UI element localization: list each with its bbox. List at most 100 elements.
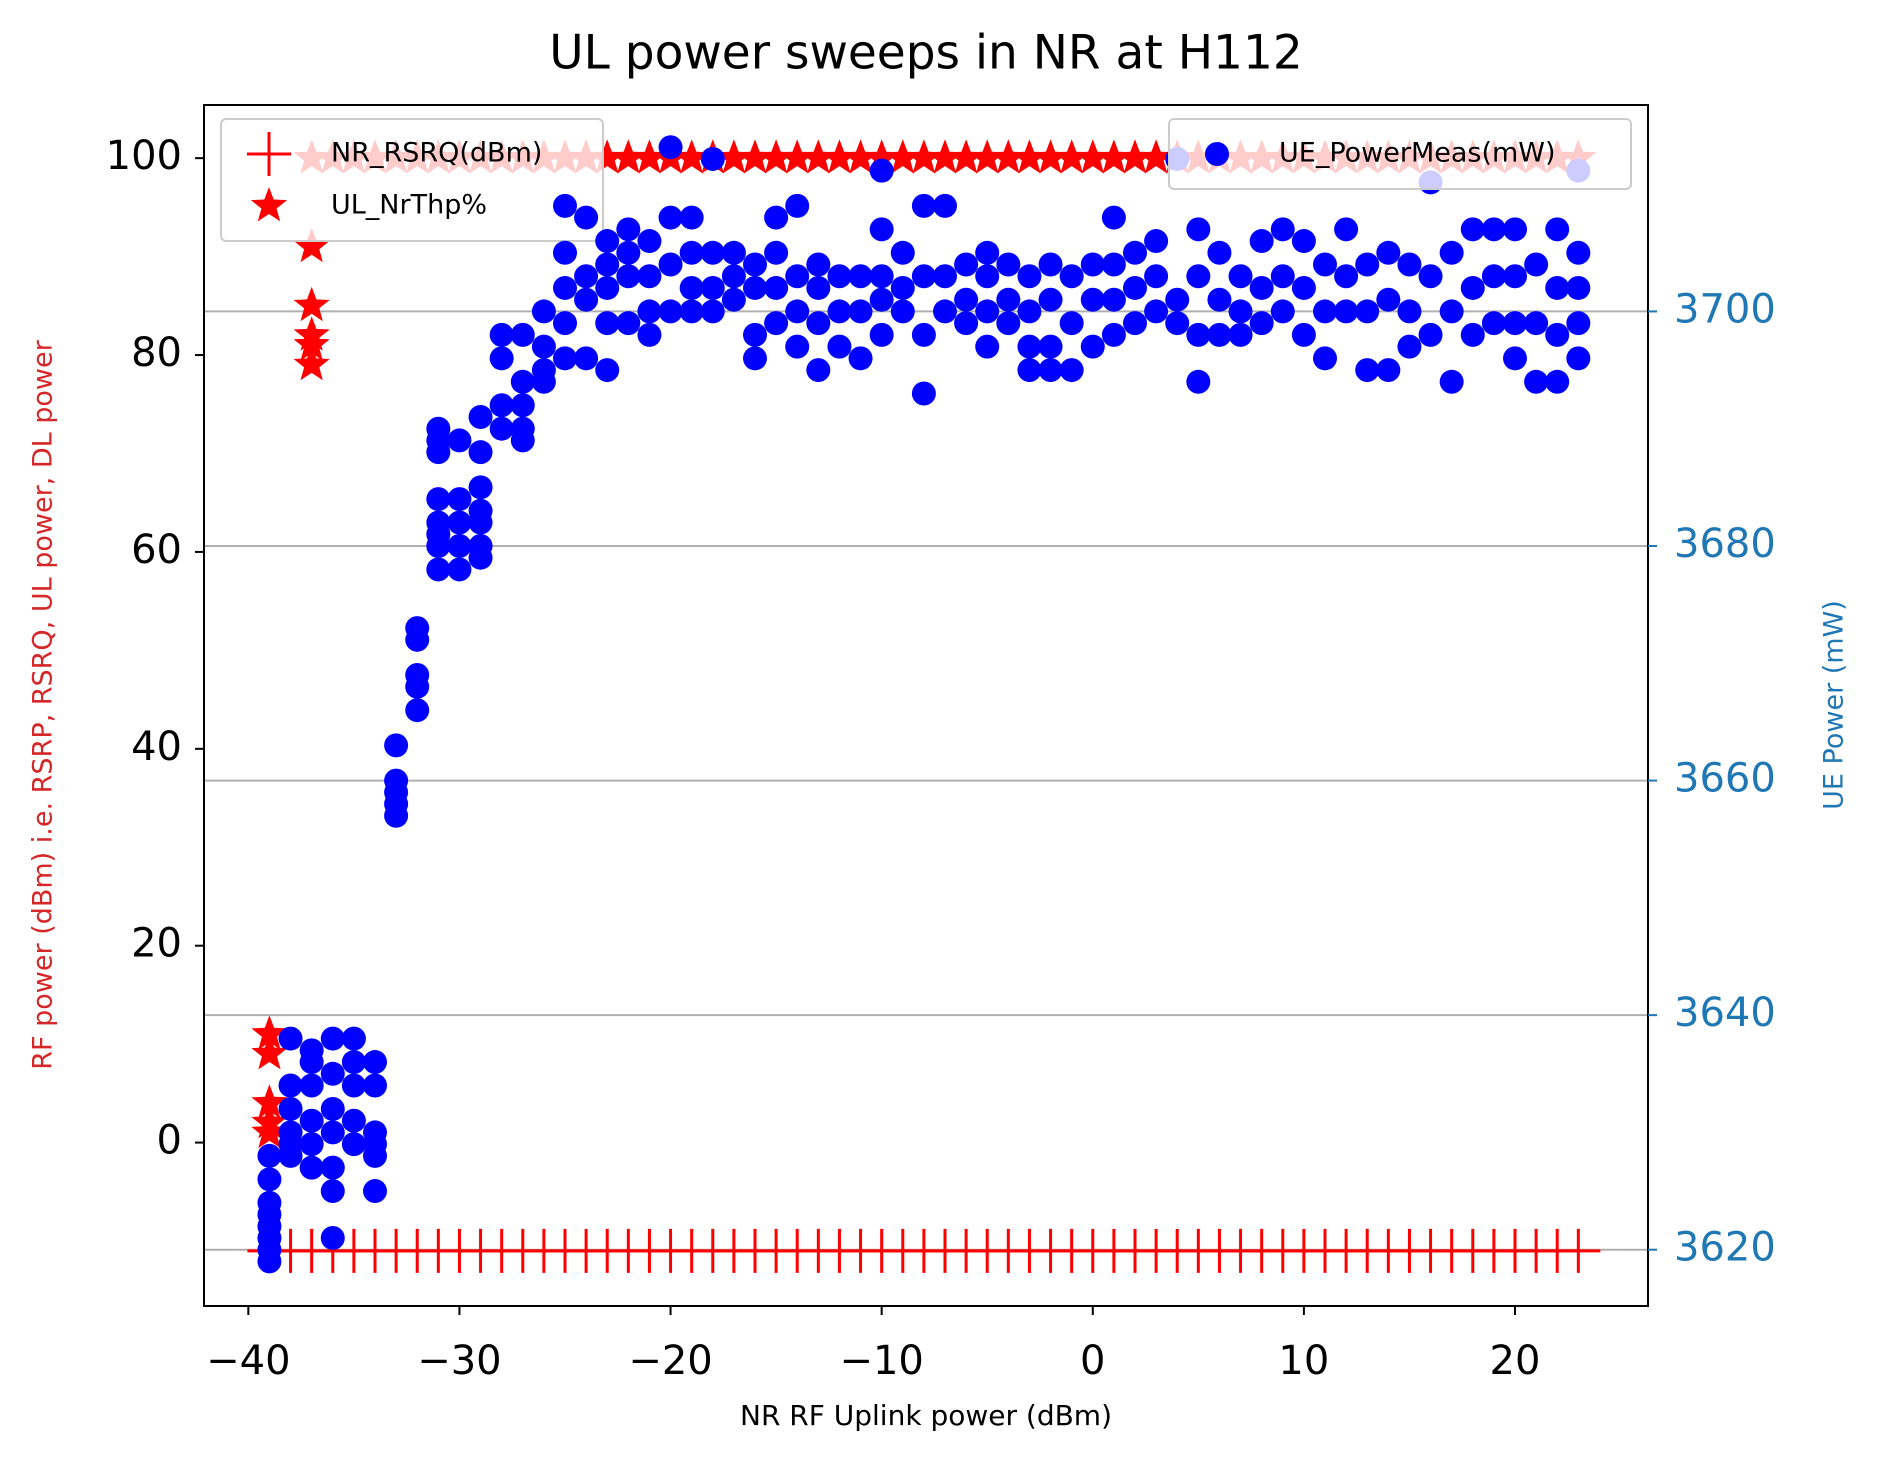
circle-marker [911, 193, 936, 218]
circle-marker [1355, 299, 1380, 324]
circle-marker [595, 229, 620, 254]
x-tick-label: −20 [628, 1338, 712, 1384]
circle-marker [320, 1155, 345, 1180]
circle-marker [468, 510, 493, 535]
circle-marker [1460, 322, 1485, 347]
star-marker [948, 139, 985, 174]
circle-marker [320, 1225, 345, 1250]
circle-marker [595, 275, 620, 300]
circle-marker [531, 334, 556, 359]
circle-marker [785, 193, 810, 218]
circle-marker [1397, 334, 1422, 359]
star-marker [842, 139, 879, 174]
y-tick-label: 80 [131, 330, 182, 376]
circle-marker [869, 264, 894, 289]
star-marker [631, 139, 668, 174]
y2-tick-label: 3680 [1674, 521, 1776, 567]
circle-marker [510, 428, 535, 453]
circle-marker [489, 416, 514, 441]
legend-label: UE_PowerMeas(mW) [1279, 138, 1556, 169]
circle-marker [405, 627, 430, 652]
circle-marker [1123, 275, 1147, 300]
circle-marker [1355, 252, 1380, 277]
y2-axis-label: UE Power (mW) [1819, 600, 1850, 810]
circle-marker [320, 1120, 345, 1145]
circle-marker [1503, 217, 1527, 242]
circle-marker [658, 252, 683, 277]
circle-marker [616, 217, 641, 242]
circle-marker [257, 1249, 282, 1274]
circle-marker [1503, 346, 1527, 371]
circle-marker [468, 475, 493, 500]
circle-marker [658, 205, 683, 230]
x-tick-label: 20 [1490, 1338, 1541, 1384]
circle-marker [1186, 322, 1211, 347]
circle-marker [1207, 240, 1232, 265]
circle-marker [278, 1026, 303, 1051]
circle-marker [1207, 287, 1232, 312]
circle-marker [1481, 264, 1506, 289]
y2-tick-label: 3700 [1674, 286, 1776, 332]
circle-marker [405, 674, 430, 699]
circle-marker [1017, 264, 1042, 289]
circle-marker [405, 698, 430, 723]
circle-marker [806, 358, 831, 383]
circle-marker [975, 264, 1000, 289]
circle-marker [489, 346, 514, 371]
circle-marker [679, 299, 704, 324]
circle-marker [785, 334, 810, 359]
circle-marker [341, 1132, 366, 1157]
plus-marker [1556, 1228, 1601, 1273]
star-marker [758, 139, 795, 174]
circle-marker [721, 240, 746, 265]
circle-marker [1059, 358, 1084, 383]
circle-marker [1566, 311, 1591, 336]
circle-marker [1481, 311, 1506, 336]
circle-marker [933, 299, 957, 324]
circle-marker [299, 1108, 324, 1133]
circle-marker [848, 346, 873, 371]
circle-marker [1249, 311, 1274, 336]
circle-marker [574, 205, 599, 230]
circle-marker [426, 533, 451, 558]
circle-marker [933, 264, 957, 289]
circle-marker [320, 1096, 345, 1121]
star-marker [1032, 139, 1069, 174]
star-marker [250, 187, 288, 222]
star-marker [1011, 139, 1048, 174]
circle-marker [1017, 334, 1042, 359]
circle-marker [1144, 299, 1169, 324]
circle-marker [363, 1179, 387, 1204]
circle-marker [1397, 252, 1422, 277]
circle-marker [1503, 311, 1527, 336]
circle-marker [1376, 287, 1401, 312]
circle-marker [510, 393, 535, 418]
circle-marker [1165, 287, 1190, 312]
x-tick-label: 0 [1080, 1338, 1105, 1384]
circle-marker [785, 264, 810, 289]
circle-marker [996, 252, 1021, 277]
circle-marker [595, 311, 620, 336]
circle-marker [1101, 205, 1126, 230]
circle-marker [911, 322, 936, 347]
circle-marker [489, 322, 514, 347]
circle-marker [531, 299, 556, 324]
legend-label: UL_NrThp% [331, 190, 487, 221]
circle-marker [1186, 264, 1211, 289]
circle-marker [1270, 299, 1295, 324]
plus-marker [247, 132, 291, 176]
circle-marker [806, 275, 831, 300]
y2-tick-label: 3620 [1674, 1225, 1776, 1271]
circle-marker [1144, 264, 1169, 289]
star-marker [251, 1113, 288, 1149]
circle-marker [1270, 217, 1295, 242]
circle-marker [1439, 369, 1464, 394]
circle-marker [1017, 299, 1042, 324]
star-marker [969, 139, 1006, 174]
circle-marker [1249, 229, 1274, 254]
circle-marker [531, 369, 556, 394]
circle-marker [1038, 287, 1063, 312]
circle-marker [553, 275, 577, 300]
circle-marker [1334, 217, 1359, 242]
